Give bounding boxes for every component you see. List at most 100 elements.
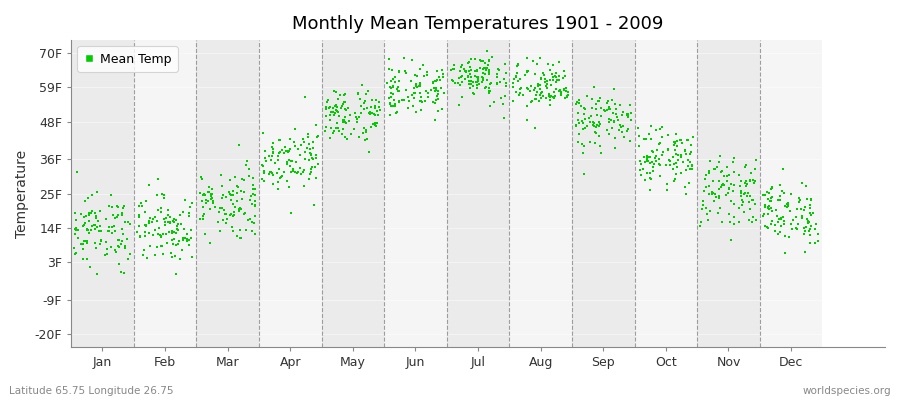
- Point: [429, 84, 444, 91]
- Point: [294, 142, 309, 148]
- Point: [78, 213, 93, 220]
- Point: [104, 192, 119, 198]
- Point: [433, 76, 447, 83]
- Point: [806, 210, 820, 216]
- Point: [78, 238, 93, 245]
- Point: [757, 192, 771, 199]
- Point: [382, 101, 397, 107]
- Point: [734, 178, 748, 184]
- Point: [739, 183, 753, 189]
- Point: [556, 86, 571, 92]
- Point: [553, 87, 567, 94]
- Point: [348, 114, 363, 120]
- Point: [364, 104, 378, 110]
- Point: [176, 237, 190, 243]
- Point: [408, 90, 422, 96]
- Point: [402, 98, 417, 104]
- Point: [79, 226, 94, 232]
- Point: [230, 233, 244, 240]
- Point: [367, 105, 382, 111]
- Point: [458, 69, 473, 75]
- Point: [543, 102, 557, 108]
- Point: [214, 172, 229, 178]
- Point: [569, 122, 583, 128]
- Point: [669, 130, 683, 137]
- Point: [624, 117, 638, 123]
- Point: [469, 79, 483, 86]
- Point: [765, 218, 779, 224]
- Point: [224, 210, 238, 217]
- Point: [177, 235, 192, 241]
- Point: [238, 189, 252, 196]
- Point: [392, 88, 406, 95]
- Point: [528, 96, 543, 102]
- Point: [698, 176, 712, 182]
- Point: [170, 225, 184, 232]
- Point: [742, 217, 757, 224]
- Point: [642, 154, 656, 160]
- Point: [725, 187, 740, 194]
- Point: [324, 108, 338, 115]
- Point: [133, 200, 148, 206]
- Point: [758, 203, 772, 210]
- Point: [763, 198, 778, 204]
- Point: [454, 62, 469, 68]
- Point: [655, 149, 670, 156]
- Point: [168, 229, 183, 236]
- Point: [668, 140, 682, 146]
- Point: [157, 216, 171, 222]
- Point: [571, 139, 585, 146]
- Point: [780, 204, 795, 210]
- Point: [557, 68, 572, 74]
- Point: [499, 82, 513, 89]
- Point: [742, 193, 757, 199]
- Point: [623, 102, 637, 108]
- Point: [111, 242, 125, 249]
- Point: [727, 214, 742, 220]
- Point: [388, 101, 402, 107]
- Point: [148, 227, 162, 234]
- Point: [608, 106, 623, 112]
- Point: [683, 166, 698, 172]
- Point: [176, 209, 190, 215]
- Point: [732, 172, 746, 178]
- Point: [327, 112, 341, 118]
- Point: [643, 175, 657, 181]
- Point: [684, 142, 698, 149]
- Point: [226, 192, 240, 198]
- Point: [533, 82, 547, 88]
- Point: [197, 211, 211, 217]
- Point: [265, 169, 279, 176]
- Point: [286, 166, 301, 172]
- Point: [336, 101, 350, 107]
- Point: [779, 201, 794, 207]
- Point: [533, 55, 547, 62]
- Point: [195, 216, 210, 222]
- Point: [768, 228, 782, 234]
- Point: [139, 222, 153, 228]
- Point: [82, 218, 96, 224]
- Point: [67, 245, 81, 252]
- Point: [554, 91, 568, 98]
- Point: [520, 68, 535, 75]
- Point: [667, 142, 681, 148]
- Point: [384, 84, 399, 91]
- Point: [407, 94, 421, 101]
- Point: [773, 193, 788, 199]
- Point: [405, 56, 419, 63]
- Point: [474, 58, 489, 64]
- Point: [669, 171, 683, 178]
- Point: [117, 243, 131, 250]
- Point: [661, 181, 675, 187]
- Point: [88, 239, 103, 246]
- Point: [745, 197, 760, 204]
- Point: [696, 198, 710, 204]
- Point: [364, 124, 378, 131]
- Point: [534, 74, 548, 81]
- Point: [457, 66, 472, 72]
- Point: [722, 211, 736, 218]
- Point: [545, 62, 560, 69]
- Point: [434, 85, 448, 92]
- Point: [518, 72, 533, 78]
- Point: [747, 178, 761, 184]
